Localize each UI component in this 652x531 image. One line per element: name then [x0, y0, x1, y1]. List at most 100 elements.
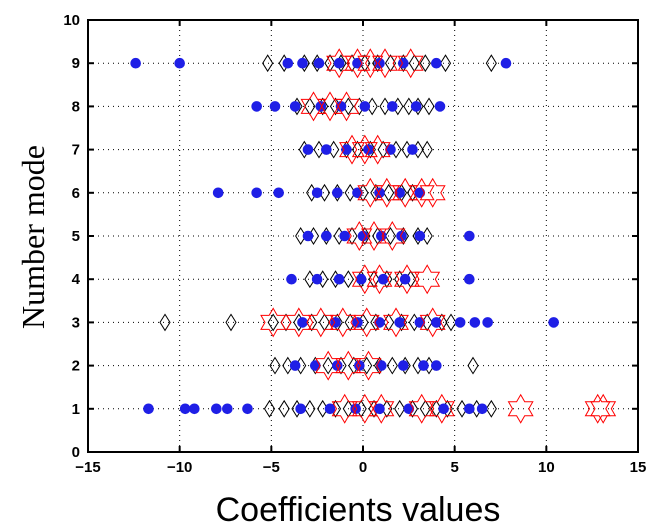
data-point-circle	[407, 144, 418, 155]
data-point-circle	[418, 360, 429, 371]
data-point-hexagram	[397, 48, 424, 79]
data-point-circle	[282, 57, 294, 69]
data-point-circle	[212, 187, 224, 199]
data-point-circle	[385, 144, 396, 155]
data-point-circle	[374, 57, 385, 69]
data-point-diamond	[383, 313, 395, 332]
data-point-diamond	[267, 313, 279, 332]
data-point-circle	[321, 230, 332, 242]
data-point-hexagram	[355, 350, 382, 381]
data-point-hexagram	[307, 307, 334, 338]
data-point-circle	[251, 101, 262, 112]
data-point-circle	[398, 57, 409, 69]
data-point-diamond	[368, 270, 380, 289]
y-tick-label: 8	[72, 98, 80, 115]
data-point-circle	[330, 317, 341, 328]
data-point-hexagram	[590, 393, 617, 424]
data-point-diamond	[351, 140, 364, 159]
data-point-circle	[352, 57, 363, 69]
x-tick-label: 15	[630, 459, 647, 476]
data-point-circle	[251, 187, 262, 199]
x-axis-label: Coefficients values	[216, 491, 501, 529]
data-point-circle	[289, 101, 301, 112]
data-point-circle	[297, 57, 308, 69]
data-point-diamond	[225, 313, 237, 332]
data-point-circle	[414, 230, 426, 242]
data-point-hexagram	[372, 48, 398, 79]
data-point-diamond	[324, 54, 336, 73]
data-point-circle	[341, 144, 352, 155]
x-tick-label: 0	[359, 459, 367, 476]
data-point-diamond	[262, 54, 274, 73]
data-point-diamond	[263, 399, 276, 418]
data-point-circle	[333, 57, 345, 69]
data-point-hexagram	[408, 177, 435, 208]
data-point-circle	[431, 360, 442, 371]
data-point-diamond	[342, 270, 354, 289]
data-point-diamond	[278, 399, 290, 418]
x-tick-label: −5	[263, 459, 280, 476]
data-point-hexagram	[408, 393, 435, 424]
data-point-circle	[396, 230, 407, 242]
data-point-diamond	[394, 399, 406, 418]
data-point-circle	[394, 317, 405, 328]
data-point-hexagram	[507, 393, 534, 424]
data-point-circle	[315, 101, 327, 112]
data-point-hexagram	[414, 264, 441, 295]
data-point-circle	[174, 57, 185, 69]
data-point-hexagram	[357, 48, 384, 79]
data-point-circle	[297, 317, 308, 328]
data-point-circle	[414, 317, 426, 328]
y-tick-label: 0	[72, 444, 80, 461]
data-point-diamond	[383, 183, 395, 202]
data-point-hexagram	[353, 307, 380, 338]
y-tick-label: 5	[72, 228, 80, 245]
data-point-hexagram	[419, 307, 446, 338]
data-point-diamond	[419, 54, 431, 73]
data-point-diamond	[322, 356, 334, 375]
data-point-circle	[352, 317, 363, 328]
data-point-hexagram	[333, 91, 360, 122]
data-point-hexagram	[419, 177, 446, 208]
x-tick-label: 5	[450, 459, 458, 476]
data-point-circle	[377, 273, 389, 285]
data-point-hexagram	[379, 221, 406, 251]
data-point-circle	[464, 273, 475, 285]
data-point-circle	[387, 101, 398, 112]
data-point-circle	[302, 230, 314, 242]
data-point-diamond	[386, 356, 398, 375]
y-tick-label: 7	[72, 142, 80, 159]
data-point-circle	[269, 101, 281, 112]
x-tick-label: 10	[538, 459, 555, 476]
data-point-circle	[286, 273, 297, 285]
data-point-circle	[374, 187, 385, 199]
data-point-circle	[410, 101, 422, 112]
data-point-hexagram	[428, 393, 455, 424]
data-point-circle	[464, 230, 475, 242]
data-point-circle	[414, 187, 426, 199]
data-point-circle	[464, 403, 475, 415]
data-point-circle	[374, 317, 385, 328]
data-point-circle	[324, 403, 336, 415]
data-point-diamond	[384, 227, 397, 245]
data-point-circle	[399, 273, 411, 285]
data-point-hexagram	[383, 307, 409, 338]
y-tick-label: 1	[72, 401, 80, 418]
data-point-diamond	[408, 54, 420, 73]
data-point-circle	[332, 187, 343, 199]
data-point-circle	[211, 403, 222, 415]
data-point-circle	[321, 144, 332, 155]
data-point-circle	[469, 317, 481, 328]
data-point-hexagram	[260, 307, 287, 338]
data-point-circle	[295, 403, 306, 415]
data-point-diamond	[485, 54, 497, 73]
data-point-circle	[339, 230, 350, 242]
data-point-diamond	[467, 356, 479, 375]
data-point-hexagram	[366, 264, 393, 295]
data-point-diamond	[304, 399, 316, 418]
data-point-circle	[289, 360, 301, 371]
data-point-circle	[179, 403, 191, 415]
y-tick-label: 9	[72, 55, 80, 72]
data-point-diamond	[280, 313, 292, 332]
